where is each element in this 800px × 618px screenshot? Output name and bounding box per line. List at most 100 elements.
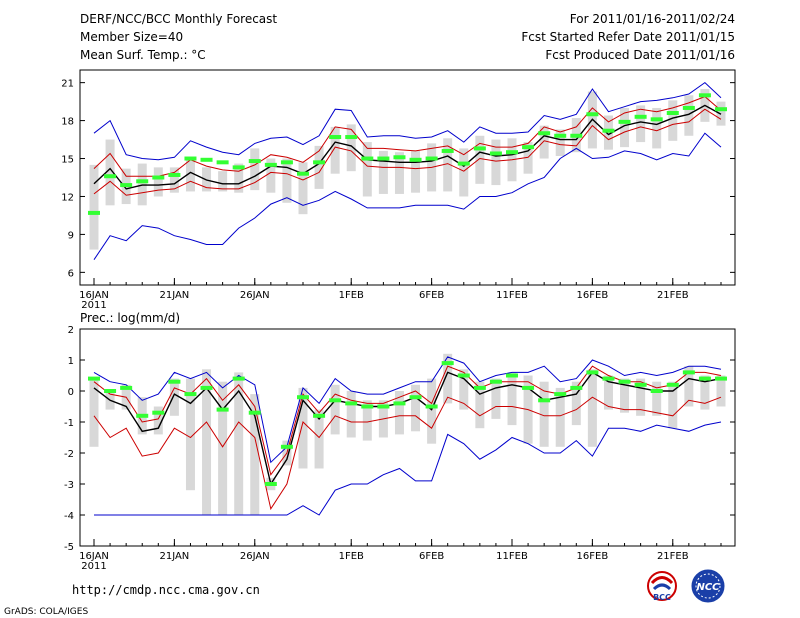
temp-xtick-label: 21JAN (159, 290, 189, 301)
temp-xtick-label: 16FEB (577, 290, 609, 301)
temp-green-marker (682, 105, 695, 110)
precip-ytick-label: -4 (64, 511, 74, 522)
precip-spread-bar (459, 369, 469, 410)
temp-spread-bar (234, 163, 244, 193)
temp-green-marker (618, 119, 631, 124)
variable-label: Mean Surf. Temp.: °C (80, 48, 206, 62)
temp-green-marker (152, 175, 165, 180)
precip-spread-bar (250, 394, 260, 515)
temp-green-marker (425, 156, 438, 161)
temp-green-marker (232, 165, 245, 170)
temp-xtick-label: 21FEB (657, 290, 689, 301)
precip-spread-bar (218, 381, 228, 515)
temp-green-marker (120, 183, 133, 188)
precip-green-marker (216, 407, 229, 412)
precip-spread-bar (202, 369, 212, 515)
temp-green-marker (715, 107, 727, 112)
bcc-logo: BCC (647, 571, 677, 602)
precip-xtick-label: 16JAN (79, 551, 109, 562)
source-url[interactable]: http://cmdp.ncc.cma.gov.cn (72, 583, 260, 597)
temp-spread-bar (475, 135, 485, 184)
temp-spread-bar (394, 152, 404, 194)
temp-ytick-label: 6 (68, 268, 74, 279)
temp-ytick-label: 21 (61, 79, 74, 90)
precip-green-marker (715, 376, 727, 381)
precip-spread-bar (427, 378, 437, 444)
temp-green-marker (457, 161, 470, 166)
temp-spread-bar (105, 139, 115, 206)
precip-green-marker (297, 395, 309, 400)
started-date: Fcst Started Refer Date 2011/01/15 (521, 30, 735, 44)
precip-spread-bar (411, 384, 421, 432)
temp-spread-bar (620, 107, 630, 148)
temp-spread-bar (218, 171, 228, 192)
precip-green-marker (184, 392, 197, 397)
temp-green-marker (200, 157, 213, 162)
temp-spread-bar (282, 158, 292, 203)
precip-series-mean (93, 371, 722, 486)
precip-green-marker (200, 385, 213, 390)
temp-ytick-label: 9 (68, 230, 74, 241)
temp-series-min (93, 132, 722, 260)
precip-green-marker (441, 361, 454, 366)
precip-green-marker (698, 376, 711, 381)
precip-spread-bar (169, 378, 179, 416)
precip-green-marker (377, 404, 390, 409)
temp-year-label: 2011 (81, 300, 106, 311)
precip-spread-bar (539, 381, 549, 447)
temp-green-marker (634, 114, 647, 119)
temp-spread-bar (362, 142, 372, 197)
precip-green-marker (618, 379, 631, 384)
temp-green-marker (313, 160, 326, 165)
temp-green-marker (136, 179, 149, 184)
temp-spread-bar (266, 158, 276, 193)
precip-xtick-label: 1FEB (339, 551, 364, 562)
precip-green-marker (586, 370, 599, 375)
temp-green-marker (248, 159, 261, 164)
precip-green-marker (489, 379, 502, 384)
temp-series-max (93, 81, 722, 161)
precip-ytick-label: 1 (68, 356, 74, 367)
temp-spread-bar (298, 162, 308, 215)
precip-spread-bar (620, 378, 630, 413)
precip-green-marker (457, 373, 470, 378)
grads-credit: GrADS: COLA/IGES (4, 607, 88, 617)
precip-green-marker (232, 376, 245, 381)
precip-series-max (93, 356, 722, 464)
precip-spread-bar (603, 375, 613, 410)
temp-green-marker (329, 135, 342, 140)
precip-series-upper (93, 365, 722, 476)
precip-ytick-label: -3 (64, 480, 74, 491)
precip-series-min (94, 421, 722, 516)
precip-spread-bar (716, 375, 726, 407)
temp-green-marker (554, 133, 567, 138)
precip-ytick-label: 2 (68, 325, 74, 336)
precip-panel: -5 -4 -3 -2 -1 0 1 2 16JAN 21JAN 26JAN 1FEB 6FEB 11FE… (64, 325, 735, 572)
temp-xtick-label: 1FEB (339, 290, 364, 301)
temp-green-marker (506, 150, 518, 155)
precip-spread-bar (700, 375, 710, 410)
precip-spread-bar (394, 391, 404, 435)
temp-green-marker (586, 112, 599, 117)
precip-ytick-label: 0 (68, 387, 74, 398)
temp-green-marker (409, 157, 422, 162)
temp-ytick-label: 15 (61, 155, 74, 166)
temp-green-marker (216, 160, 229, 165)
precip-green-marker (264, 482, 277, 486)
temp-green-marker (602, 128, 615, 133)
precip-spread-bar (491, 378, 501, 419)
temp-ytick-label: 12 (61, 192, 74, 203)
precip-green-marker (393, 401, 406, 406)
temp-spread-bar (314, 145, 324, 189)
precip-green-marker (361, 404, 374, 409)
temp-series-mean (93, 104, 722, 190)
forecast-period: For 2011/01/16-2011/02/24 (570, 12, 735, 26)
temp-spread-bar (491, 139, 501, 186)
precip-year-label: 2011 (81, 561, 106, 572)
precip-green-marker (666, 382, 679, 387)
precip-xtick-label: 26JAN (240, 551, 270, 562)
temp-spread-bar (346, 124, 356, 172)
temp-panel: 6 9 12 15 18 21 16JAN 21JAN 26JAN 1FEB 6FEB 11FEB 16… (61, 79, 735, 311)
temp-spread-bar (330, 126, 340, 174)
